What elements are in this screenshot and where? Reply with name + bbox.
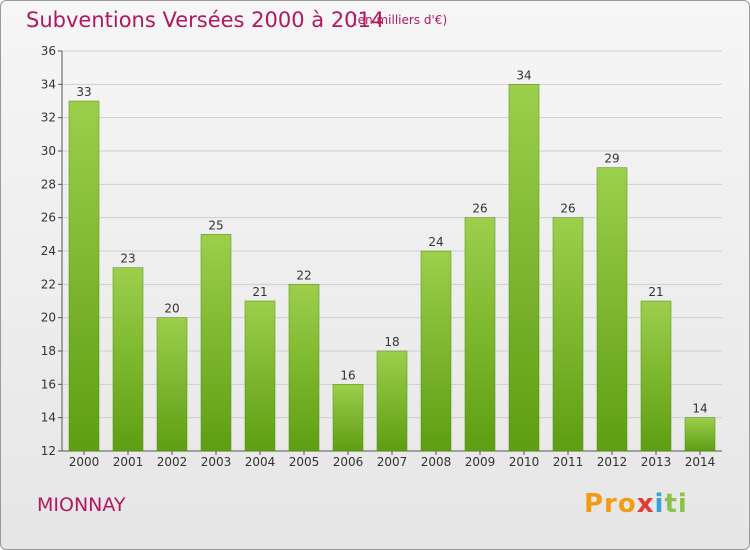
bar-value-label: 26 [472, 202, 487, 216]
y-tick-label: 26 [41, 211, 56, 225]
y-tick-label: 32 [41, 111, 56, 125]
bar-value-label: 21 [648, 285, 663, 299]
bar-2000 [68, 100, 100, 452]
bar-2008 [420, 250, 452, 452]
x-tick-label: 2004 [245, 455, 276, 469]
bar-2011 [552, 217, 584, 452]
y-tick-label: 34 [41, 77, 56, 91]
labels: 12 14 16 18 20 22 24 26 28 30 32 34 36 33 2000 23 2001 20… [41, 44, 716, 469]
y-tick-label: 12 [41, 444, 56, 458]
bar-value-label: 18 [384, 335, 399, 349]
x-tick-label: 2002 [157, 455, 188, 469]
bar-value-label: 16 [340, 368, 355, 382]
bar-value-label: 29 [604, 152, 619, 166]
y-tick-label: 30 [41, 144, 56, 158]
bar-2006 [332, 384, 364, 452]
bar-2005 [288, 284, 320, 452]
x-tick-label: 2011 [553, 455, 584, 469]
y-tick-label: 18 [41, 344, 56, 358]
bar-2007 [376, 350, 408, 452]
y-tick-label: 24 [41, 244, 56, 258]
y-tick-label: 14 [41, 411, 56, 425]
proxiti-logo: Proxiti [584, 489, 688, 519]
x-tick-label: 2013 [641, 455, 672, 469]
x-tick-label: 2000 [69, 455, 100, 469]
bar-value-label: 34 [516, 68, 531, 82]
bar-value-label: 22 [296, 268, 311, 282]
x-tick-label: 2009 [465, 455, 496, 469]
y-tick-label: 36 [41, 44, 56, 58]
bar-2004 [244, 300, 276, 452]
x-tick-label: 2007 [377, 455, 408, 469]
bar-value-label: 26 [560, 202, 575, 216]
bar-value-label: 20 [164, 302, 179, 316]
chart-title: Subventions Versées 2000 à 2014 [26, 8, 385, 32]
bar-2009 [464, 217, 496, 452]
bar-2010 [508, 84, 540, 452]
x-tick-label: 2005 [289, 455, 320, 469]
bar-value-label: 33 [76, 85, 91, 99]
y-tick-label: 22 [41, 277, 56, 291]
bars [68, 84, 716, 452]
x-tick-label: 2001 [113, 455, 144, 469]
x-tick-label: 2010 [509, 455, 540, 469]
bar-2014 [684, 417, 716, 452]
town-name: MIONNAY [37, 494, 126, 516]
x-tick-label: 2014 [685, 455, 716, 469]
bar-value-label: 14 [692, 402, 707, 416]
bar-2013 [640, 300, 672, 452]
bar-2003 [200, 234, 232, 452]
y-tick-label: 28 [41, 177, 56, 191]
y-tick-label: 16 [41, 377, 56, 391]
bar-value-label: 24 [428, 235, 443, 249]
bar-value-label: 21 [252, 285, 267, 299]
chart-unit-note: (en milliers d'€) [353, 13, 448, 27]
x-tick-label: 2006 [333, 455, 364, 469]
x-tick-label: 2012 [597, 455, 628, 469]
bar-value-label: 25 [208, 218, 223, 232]
x-tick-label: 2003 [201, 455, 232, 469]
x-tick-label: 2008 [421, 455, 452, 469]
bar-2001 [112, 267, 144, 452]
bar-value-label: 23 [120, 252, 135, 266]
y-tick-label: 20 [41, 311, 56, 325]
bar-2012 [596, 167, 628, 452]
bar-2002 [156, 317, 188, 452]
